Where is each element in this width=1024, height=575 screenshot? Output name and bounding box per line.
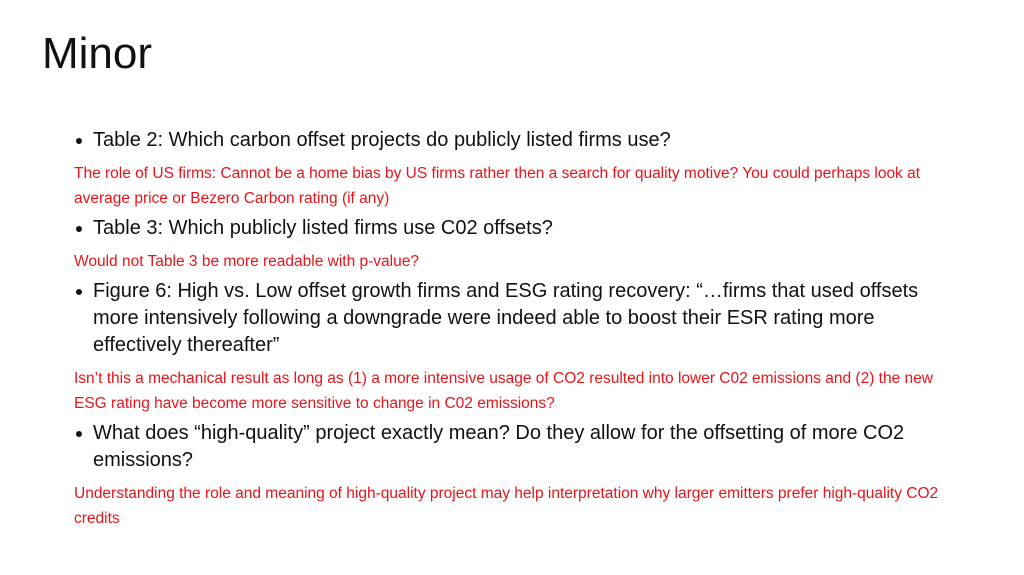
item-list: Table 2: Which carbon offset projects do… bbox=[74, 127, 954, 535]
bullet-marker bbox=[76, 226, 82, 232]
reviewer-comment: Isn’t this a mechanical result as long a… bbox=[74, 370, 933, 412]
bullet-text: Table 2: Which carbon offset projects do… bbox=[93, 129, 671, 151]
slide-title: Minor bbox=[42, 29, 153, 78]
reviewer-comment: Understanding the role and meaning of hi… bbox=[74, 485, 939, 527]
bullet-point: Table 2: Which carbon offset projects do… bbox=[74, 127, 954, 154]
bullet-marker bbox=[76, 289, 82, 295]
bullet-marker bbox=[76, 431, 82, 437]
bullet-marker bbox=[76, 138, 82, 144]
reviewer-comment: Would not Table 3 be more readable with … bbox=[74, 253, 419, 270]
bullet-text: Table 3: Which publicly listed firms use… bbox=[93, 217, 553, 239]
bullet-text: What does “high-quality” project exactly… bbox=[93, 422, 905, 471]
bullet-point: What does “high-quality” project exactly… bbox=[74, 420, 954, 474]
reviewer-comment: The role of US firms: Cannot be a home b… bbox=[74, 165, 921, 207]
bullet-point: Table 3: Which publicly listed firms use… bbox=[74, 215, 954, 242]
bullet-point: Figure 6: High vs. Low offset growth fir… bbox=[74, 278, 954, 359]
bullet-text: Figure 6: High vs. Low offset growth fir… bbox=[93, 280, 919, 356]
